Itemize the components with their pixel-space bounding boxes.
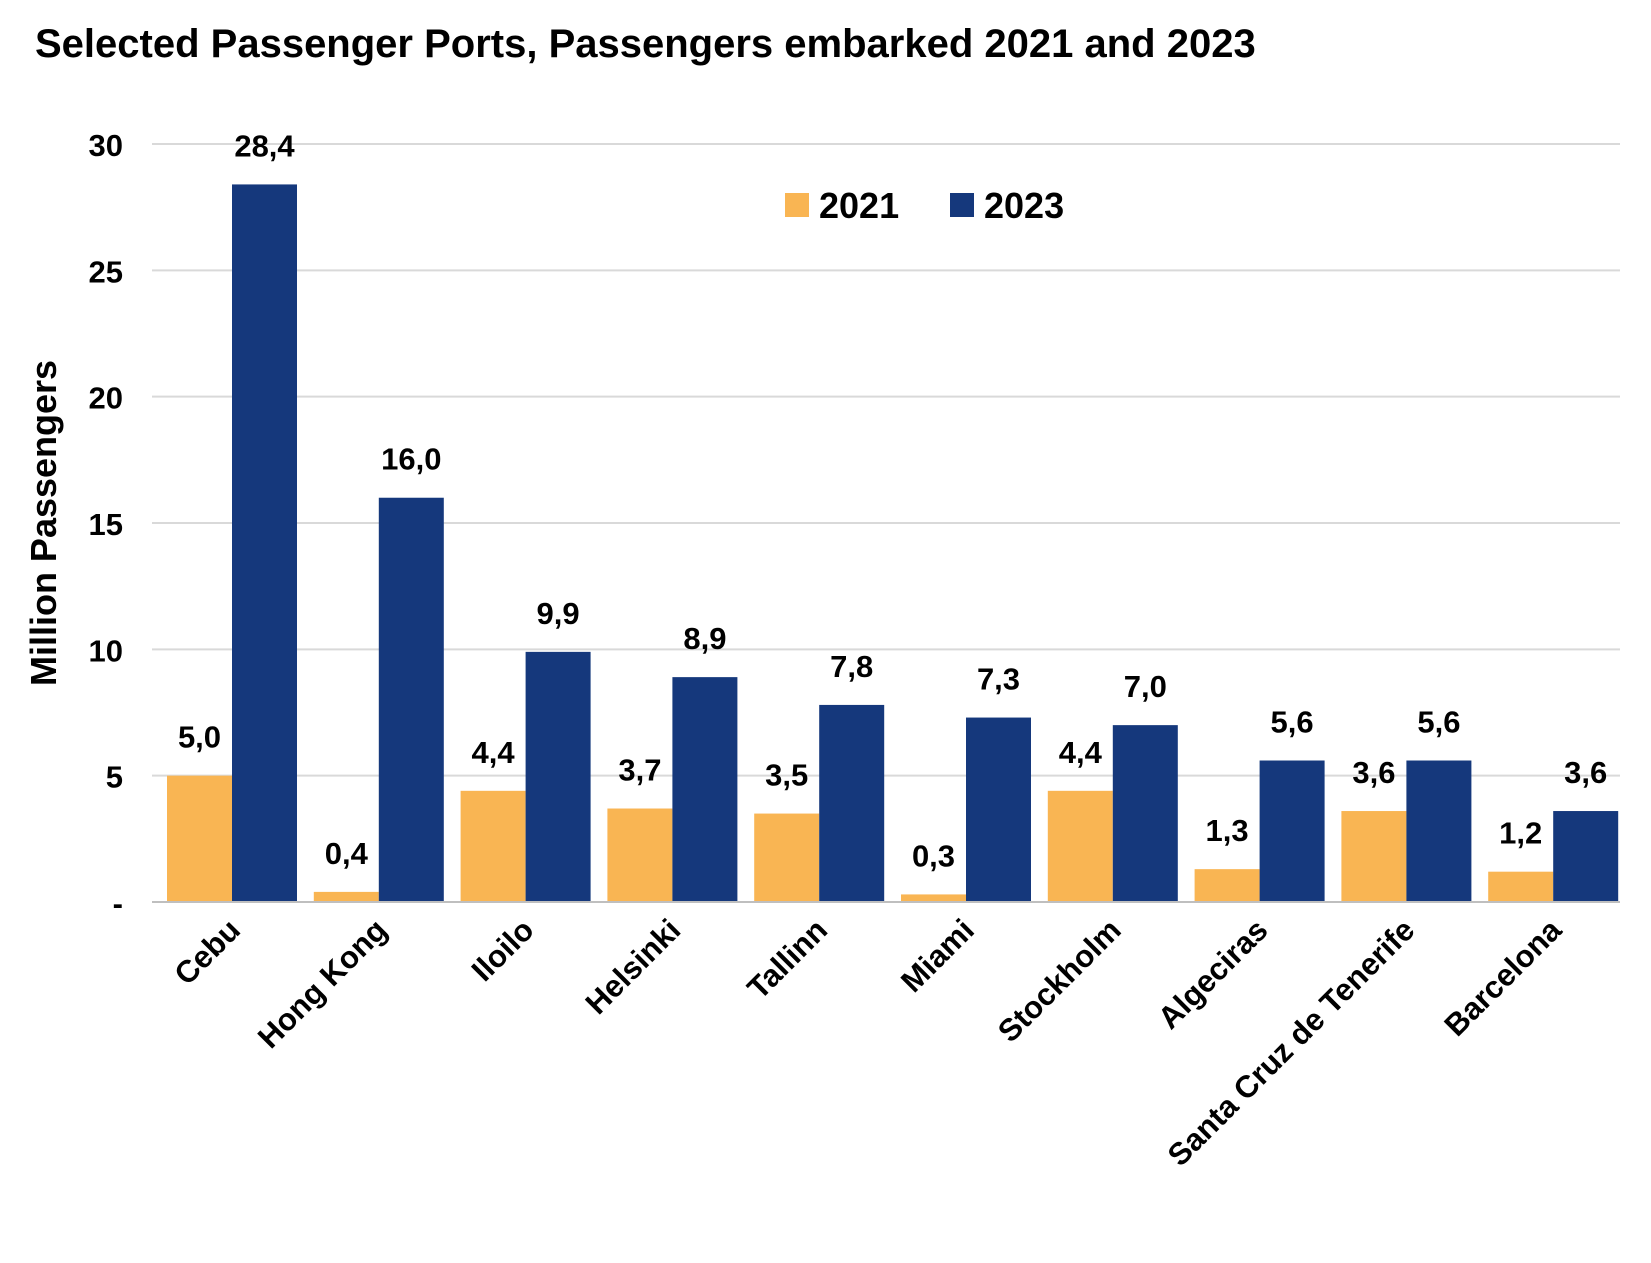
- x-tick-label: Santa Cruz de Tenerife: [1161, 912, 1422, 1173]
- x-tick-label: Hong Kong: [251, 912, 394, 1055]
- data-label: 3,5: [765, 758, 808, 793]
- y-tick-label: 30: [89, 128, 123, 163]
- x-tick-label: Miami: [894, 912, 981, 999]
- x-tick-label: Stockholm: [991, 912, 1128, 1049]
- bar-2023-iloilo: [525, 651, 591, 902]
- y-tick-label: 5: [106, 760, 123, 795]
- y-axis-title: Million Passengers: [23, 360, 64, 686]
- legend-label-2021: 2021: [819, 185, 899, 226]
- legend-label-2023: 2023: [984, 185, 1064, 226]
- bar-2023-miami: [966, 717, 1031, 902]
- data-label: 3,7: [618, 753, 661, 788]
- bar-2023-tallinn: [819, 704, 885, 902]
- x-tick-label: Algeciras: [1151, 912, 1274, 1035]
- bar-2021-iloilo: [460, 790, 526, 902]
- bar-2023-algeciras: [1259, 760, 1325, 902]
- x-tick-label: Helsinki: [579, 912, 688, 1021]
- data-label: 3,6: [1564, 755, 1607, 790]
- chart-title: Selected Passenger Ports, Passengers emb…: [35, 22, 1256, 66]
- data-label: 8,9: [683, 621, 726, 656]
- data-label: 7,0: [1124, 669, 1167, 704]
- data-label: 7,8: [830, 649, 873, 684]
- bar-2021-helsinki: [607, 808, 673, 902]
- y-tick-label: 25: [89, 254, 123, 289]
- data-label: 5,0: [178, 720, 221, 755]
- y-tick-label: 20: [89, 381, 123, 416]
- data-label: 9,9: [537, 596, 580, 631]
- data-label: 16,0: [381, 442, 441, 477]
- y-tick-label: 15: [89, 507, 123, 542]
- bar-2023-barcelona: [1553, 811, 1619, 902]
- bar-2021-stockholm: [1047, 790, 1113, 902]
- legend-swatch-2023: [950, 193, 974, 217]
- bar-2021-barcelona: [1488, 871, 1554, 902]
- data-label: 5,6: [1271, 705, 1314, 740]
- bar-2021-tallinn: [754, 813, 820, 902]
- data-label: 1,3: [1206, 813, 1249, 848]
- bar-2023-helsinki: [672, 677, 738, 902]
- bar-2023-cebu: [232, 184, 297, 903]
- data-label: 1,2: [1499, 816, 1542, 851]
- bar-2021-santa-cruz-de-tenerife: [1341, 811, 1407, 902]
- y-tick-label: 10: [89, 633, 123, 668]
- y-tick-label: -: [113, 886, 123, 921]
- bar-2023-stockholm: [1112, 725, 1178, 902]
- data-label: 7,3: [977, 662, 1020, 697]
- data-label: 0,3: [912, 838, 955, 873]
- x-tick-label: Barcelona: [1437, 912, 1568, 1043]
- data-label: 4,4: [1059, 735, 1103, 770]
- bar-2023-santa-cruz-de-tenerife: [1406, 760, 1472, 902]
- data-label: 4,4: [472, 735, 516, 770]
- legend-swatch-2021: [785, 193, 809, 217]
- data-label: 5,6: [1417, 705, 1460, 740]
- x-tick-label: Tallinn: [740, 912, 834, 1006]
- x-tick-label: Cebu: [167, 912, 247, 992]
- bar-2021-miami: [901, 894, 966, 902]
- bar-2023-hong-kong: [378, 497, 444, 902]
- data-label: 3,6: [1352, 755, 1395, 790]
- x-tick-label: Iloilo: [465, 912, 541, 988]
- bar-2021-hong-kong: [313, 891, 379, 902]
- bar-2021-algeciras: [1194, 869, 1260, 902]
- data-label: 0,4: [325, 836, 369, 871]
- bar-2021-cebu: [167, 775, 232, 902]
- data-label: 28,4: [234, 128, 295, 163]
